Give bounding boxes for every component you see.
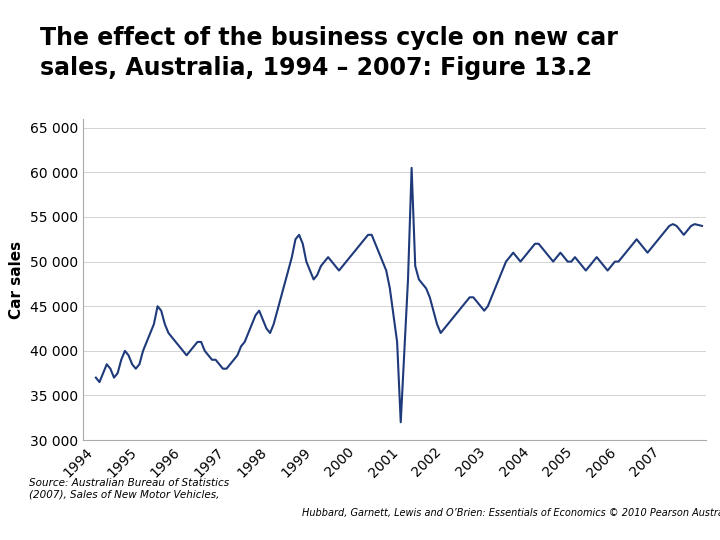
Text: Source: Australian Bureau of Statistics
(2007), Sales of New Motor Vehicles,: Source: Australian Bureau of Statistics … <box>29 478 229 500</box>
Text: Hubbard, Garnett, Lewis and O’Brien: Essentials of Economics © 2010 Pearson Aust: Hubbard, Garnett, Lewis and O’Brien: Ess… <box>302 508 720 518</box>
Y-axis label: Car sales: Car sales <box>9 240 24 319</box>
Text: The effect of the business cycle on new car
sales, Australia, 1994 – 2007: Figur: The effect of the business cycle on new … <box>40 26 618 80</box>
